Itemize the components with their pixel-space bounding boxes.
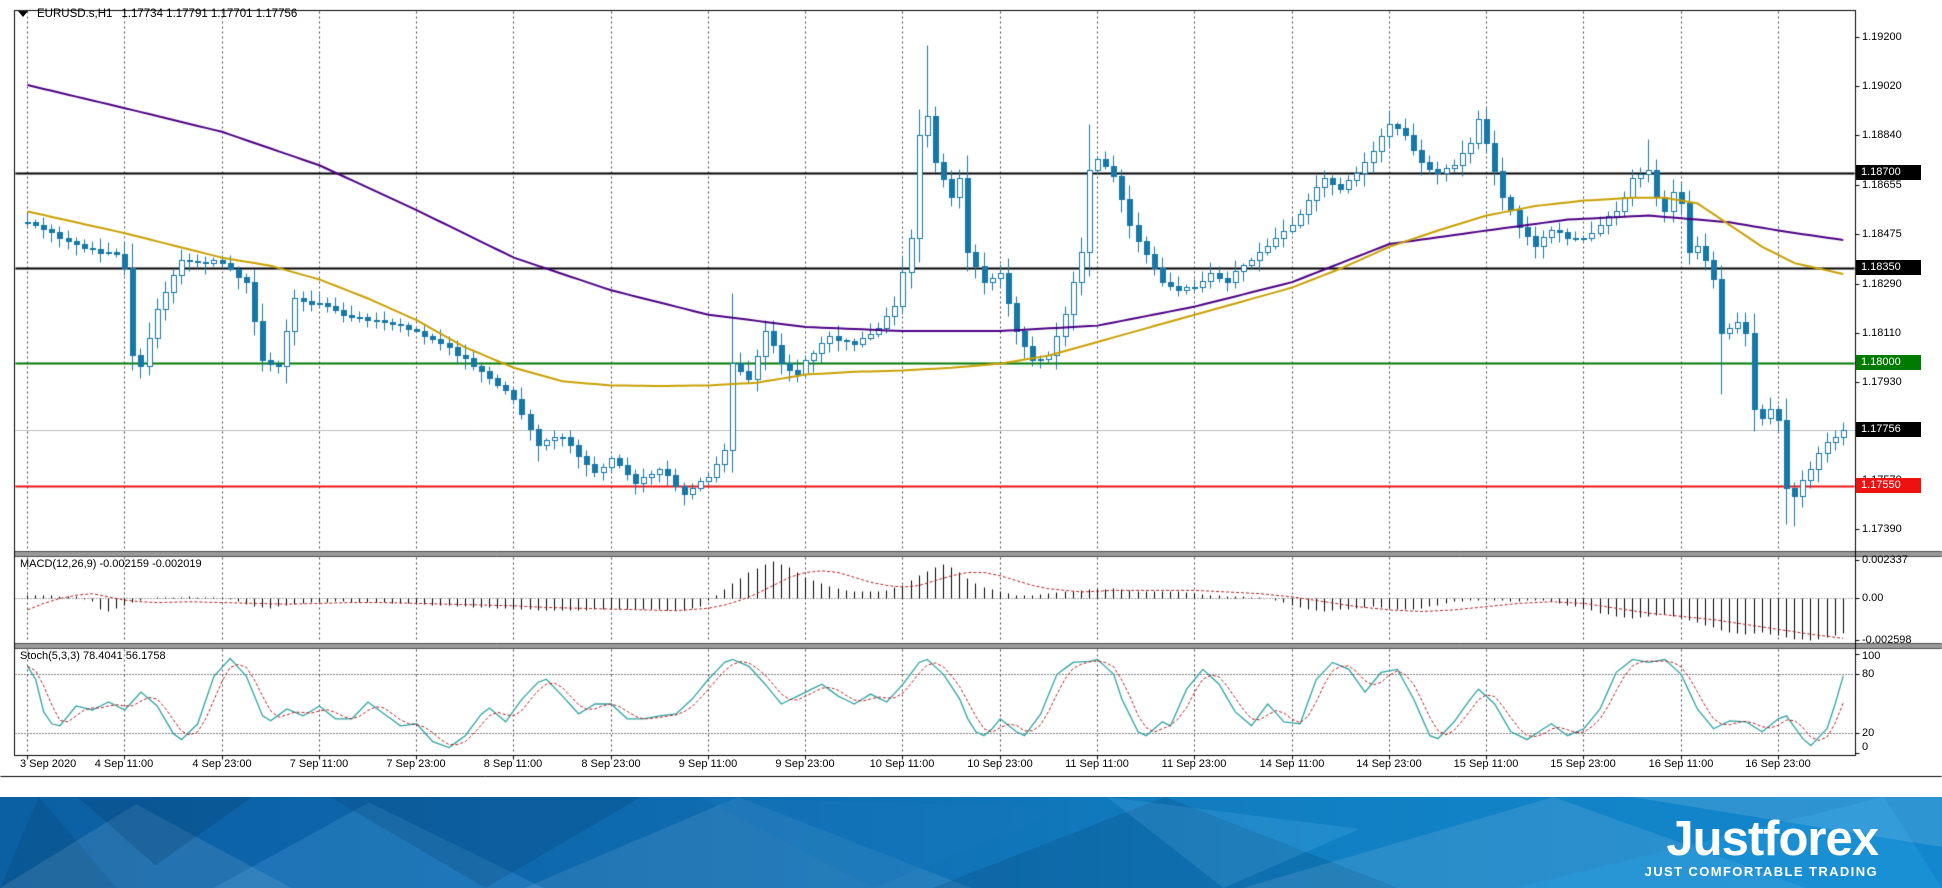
time-tick-label: 4 Sep 23:00 — [192, 758, 252, 770]
time-tick-label: 9 Sep 23:00 — [775, 758, 835, 770]
stoch-tick-label: 0 — [1862, 741, 1869, 753]
symbol-period-label: EURUSD.s,H1 — [37, 8, 113, 20]
level-price-badge: 1.18700 — [1856, 164, 1921, 180]
level-price-badge: 1.18350 — [1856, 260, 1921, 276]
time-tick-label: 3 Sep 2020 — [20, 758, 77, 770]
macd-tick-label: 0.00 — [1862, 592, 1884, 604]
brand-logo-text: Justforex — [1666, 812, 1879, 866]
price-tick-label: 1.17390 — [1862, 522, 1902, 535]
price-chart-canvas[interactable] — [0, 0, 1942, 790]
price-tick-label: 1.19020 — [1862, 79, 1902, 92]
time-tick-label: 11 Sep 11:00 — [1065, 758, 1129, 770]
time-tick-label: 14 Sep 11:00 — [1259, 758, 1325, 770]
macd-tick-label: 0.002337 — [1862, 554, 1908, 566]
level-price-badge: 1.18000 — [1856, 355, 1921, 371]
price-tick-label: 1.18840 — [1862, 128, 1902, 141]
price-tick-label: 1.18290 — [1862, 278, 1902, 291]
time-tick-label: 7 Sep 23:00 — [386, 758, 446, 770]
time-tick-label: 14 Sep 23:00 — [1356, 758, 1422, 770]
time-tick-label: 16 Sep 23:00 — [1745, 758, 1811, 770]
stoch-tick-label: 20 — [1862, 727, 1875, 740]
ohlc-values: 1.17734 1.17791 1.17701 1.17756 — [121, 8, 298, 20]
stoch-indicator-label: Stoch(5,3,3) 78.4041 56.1758 — [20, 650, 166, 662]
time-tick-label: 10 Sep 23:00 — [967, 758, 1033, 770]
time-tick-label: 11 Sep 23:00 — [1161, 758, 1227, 770]
time-tick-label: 15 Sep 11:00 — [1453, 758, 1519, 770]
price-tick-label: 1.19200 — [1862, 31, 1902, 43]
macd-tick-label: -0.002598 — [1862, 634, 1912, 647]
price-tick-label: 1.18655 — [1862, 179, 1902, 192]
brand-banner: Justforex JUST COMFORTABLE TRADING — [0, 797, 1942, 888]
chart-title: EURUSD.s,H1 1.17734 1.17791 1.17701 1.17… — [18, 6, 297, 22]
time-tick-label: 7 Sep 11:00 — [289, 758, 349, 770]
price-tick-label: 1.17930 — [1862, 376, 1902, 389]
time-tick-label: 15 Sep 23:00 — [1550, 758, 1616, 770]
brand-tagline: JUST COMFORTABLE TRADING — [1644, 864, 1878, 879]
macd-indicator-label: MACD(12,26,9) -0.002159 -0.002019 — [20, 558, 202, 570]
time-tick-label: 8 Sep 23:00 — [581, 758, 641, 770]
level-price-badge: 1.17550 — [1856, 477, 1921, 493]
price-tick-label: 1.18475 — [1862, 228, 1902, 241]
current-price-badge: 1.17756 — [1856, 421, 1921, 437]
stoch-tick-label: 100 — [1862, 650, 1881, 662]
time-tick-label: 16 Sep 11:00 — [1648, 758, 1714, 770]
time-tick-label: 8 Sep 11:00 — [483, 758, 543, 770]
stoch-tick-label: 80 — [1862, 667, 1875, 680]
time-tick-label: 9 Sep 11:00 — [678, 758, 738, 770]
symbol-marker-icon — [18, 11, 28, 17]
price-tick-label: 1.18110 — [1862, 327, 1901, 340]
time-tick-label: 10 Sep 11:00 — [869, 758, 935, 770]
time-tick-label: 4 Sep 11:00 — [94, 758, 154, 770]
